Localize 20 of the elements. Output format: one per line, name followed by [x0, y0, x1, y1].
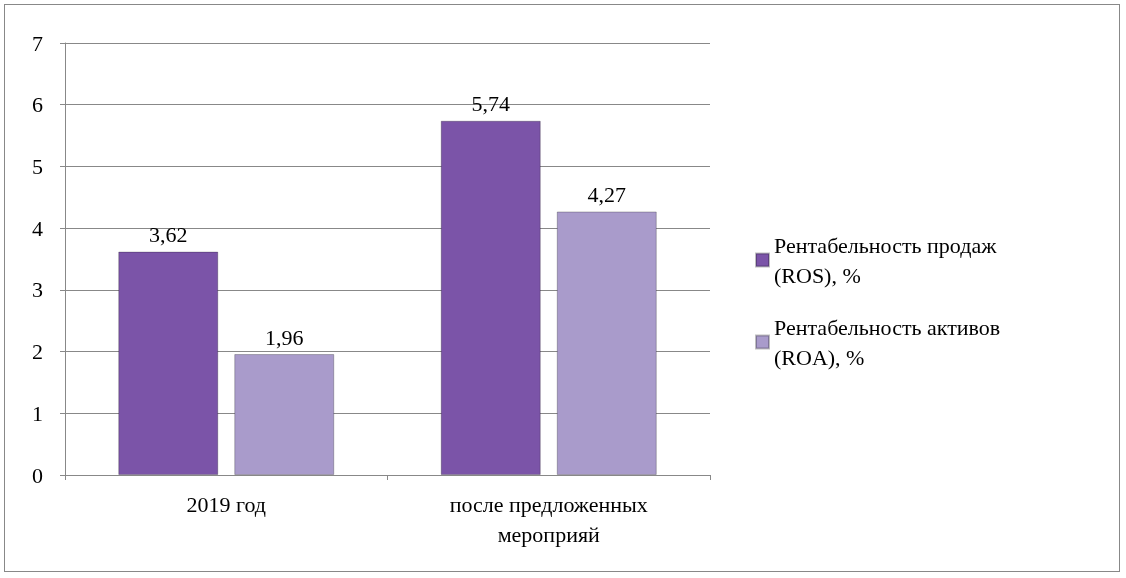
data-label: 4,27: [587, 181, 626, 207]
legend-label: Рентабельность продаж (ROS), %: [774, 232, 998, 288]
bar: [118, 251, 219, 475]
y-tick-label: 0: [32, 462, 43, 488]
x-tick-label: 2019 год: [186, 491, 267, 517]
y-tick-label: 7: [32, 30, 43, 56]
y-tick-label: 2: [32, 339, 43, 365]
bar: [234, 354, 335, 475]
bar: [556, 211, 657, 475]
x-tick-label: после предложенных мероприяй: [449, 491, 648, 547]
y-tick-label: 6: [32, 92, 43, 118]
data-label: 5,74: [471, 91, 510, 117]
bar: [440, 120, 541, 475]
legend-label: Рентабельность активов (ROA), %: [774, 314, 1001, 370]
y-tick-label: 3: [32, 277, 43, 303]
y-tick-label: 4: [32, 215, 43, 241]
y-tick-label: 5: [32, 153, 43, 179]
data-label: 3,62: [149, 222, 188, 248]
data-label: 1,96: [265, 324, 304, 350]
y-tick-label: 1: [32, 400, 43, 426]
